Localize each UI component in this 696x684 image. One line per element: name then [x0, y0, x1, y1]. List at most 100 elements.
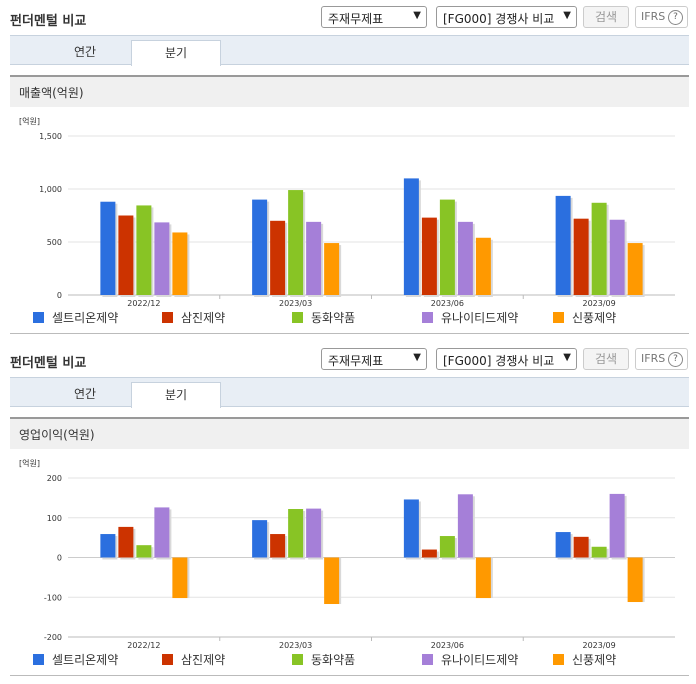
bar — [555, 532, 571, 558]
legend-item[interactable]: 유나이티드제약 — [422, 651, 518, 668]
y-tick-label: 100 — [47, 514, 62, 523]
peer-group-select[interactable]: [FG000] 경쟁사 비교 ▼ — [436, 348, 577, 370]
bar — [100, 201, 116, 295]
tab-annual[interactable]: 연간 — [73, 45, 97, 59]
bar — [154, 222, 170, 295]
bar — [439, 536, 455, 558]
legend-swatch — [553, 654, 564, 665]
divider — [10, 675, 689, 676]
y-tick-label: 1,500 — [39, 132, 62, 141]
peer-group-select[interactable]: [FG000] 경쟁사 비교 ▼ — [436, 6, 577, 28]
ifrs-label: IFRS — [641, 352, 666, 365]
ifrs-help-button[interactable]: IFRS ? — [635, 348, 688, 370]
chart-legend: 셀트리온제약 삼진제약 동화약품 유나이티드제약 신풍제약 — [10, 309, 689, 327]
legend-item[interactable]: 유나이티드제약 — [422, 309, 518, 326]
legend-swatch — [292, 312, 303, 323]
x-tick-label: 2023/06 — [431, 299, 464, 307]
bar — [627, 243, 643, 295]
y-tick-label: 0 — [57, 554, 62, 563]
bar — [270, 220, 286, 295]
bar — [324, 243, 340, 295]
fundamental-panel-revenue: 펀더멘털 비교 주재무제표 ▼ [FG000] 경쟁사 비교 ▼ 검색 IFRS… — [10, 6, 689, 335]
bar — [475, 557, 491, 599]
legend-item[interactable]: 삼진제약 — [162, 309, 225, 326]
bar — [403, 178, 419, 295]
y-tick-label: 1,000 — [39, 185, 62, 194]
legend-label: 유나이티드제약 — [441, 653, 519, 667]
bar — [172, 557, 188, 599]
legend-label: 신풍제약 — [572, 311, 617, 325]
divider — [10, 333, 689, 334]
bar — [591, 202, 607, 295]
bar — [154, 507, 170, 558]
legend-label: 삼진제약 — [181, 311, 226, 325]
legend-label: 셀트리온제약 — [52, 311, 119, 325]
search-button[interactable]: 검색 — [583, 348, 629, 370]
x-tick-label: 2023/03 — [279, 641, 312, 649]
chart-container: 영업이익(억원) [억원] -200 -100 0 100 200 2022/12 2023/… — [10, 417, 689, 677]
statement-type-select[interactable]: 주재무제표 ▼ — [321, 6, 427, 28]
bar — [288, 509, 304, 558]
legend-swatch — [292, 654, 303, 665]
legend-item[interactable]: 신풍제약 — [553, 309, 616, 326]
y-tick-label: -100 — [44, 593, 62, 602]
legend-label: 셀트리온제약 — [52, 653, 119, 667]
legend-item[interactable]: 신풍제약 — [553, 651, 616, 668]
legend-item[interactable]: 동화약품 — [292, 309, 355, 326]
help-icon: ? — [668, 352, 683, 367]
bar — [270, 534, 286, 558]
tab-annual[interactable]: 연간 — [73, 387, 97, 401]
y-tick-label: 200 — [47, 474, 62, 483]
legend-swatch — [33, 654, 44, 665]
x-tick-label: 2022/12 — [127, 299, 160, 307]
legend-swatch — [553, 312, 564, 323]
chart-header: 영업이익(억원) — [10, 419, 689, 449]
legend-swatch — [33, 312, 44, 323]
x-tick-label: 2023/03 — [279, 299, 312, 307]
bar — [591, 546, 607, 558]
legend-item[interactable]: 셀트리온제약 — [33, 309, 118, 326]
bar — [136, 545, 152, 558]
panel-title: 펀더멘털 비교 — [10, 356, 87, 371]
period-tabs: 연간 분기 — [10, 35, 689, 66]
y-axis-unit-label: [억원] — [19, 458, 40, 468]
legend-item[interactable]: 삼진제약 — [162, 651, 225, 668]
ifrs-help-button[interactable]: IFRS ? — [635, 6, 688, 28]
search-button[interactable]: 검색 — [583, 6, 629, 28]
legend-swatch — [162, 654, 173, 665]
chevron-down-icon: ▼ — [563, 352, 571, 363]
chart-header: 매출액(억원) — [10, 77, 689, 107]
bar — [288, 190, 304, 295]
x-tick-label: 2023/09 — [583, 641, 616, 649]
bar — [457, 221, 473, 295]
bar — [306, 221, 322, 295]
legend-label: 삼진제약 — [181, 653, 226, 667]
bar — [118, 526, 134, 558]
legend-label: 동화약품 — [311, 311, 356, 325]
legend-label: 유나이티드제약 — [441, 311, 519, 325]
peer-group-value: [FG000] 경쟁사 비교 — [443, 12, 555, 26]
bar — [403, 499, 419, 558]
bar — [573, 536, 589, 558]
tab-quarterly[interactable]: 분기 — [131, 382, 221, 408]
statement-type-select[interactable]: 주재무제표 ▼ — [321, 348, 427, 370]
legend-item[interactable]: 동화약품 — [292, 651, 355, 668]
bar — [306, 508, 322, 558]
y-tick-label: -200 — [44, 633, 62, 642]
bar — [324, 557, 340, 605]
bar — [573, 218, 589, 295]
bar — [555, 195, 571, 295]
bar — [100, 534, 116, 558]
y-axis-unit-label: [억원] — [19, 116, 40, 126]
y-tick-label: 500 — [47, 238, 62, 247]
peer-group-value: [FG000] 경쟁사 비교 — [443, 354, 555, 368]
legend-item[interactable]: 셀트리온제약 — [33, 651, 118, 668]
statement-type-value: 주재무제표 — [328, 354, 384, 368]
bar — [252, 199, 268, 295]
legend-swatch — [422, 312, 433, 323]
chart-legend: 셀트리온제약 삼진제약 동화약품 유나이티드제약 신풍제약 — [10, 651, 689, 669]
bar — [627, 557, 643, 603]
tab-quarterly[interactable]: 분기 — [131, 40, 221, 66]
bar — [609, 493, 625, 558]
bar — [421, 549, 437, 558]
